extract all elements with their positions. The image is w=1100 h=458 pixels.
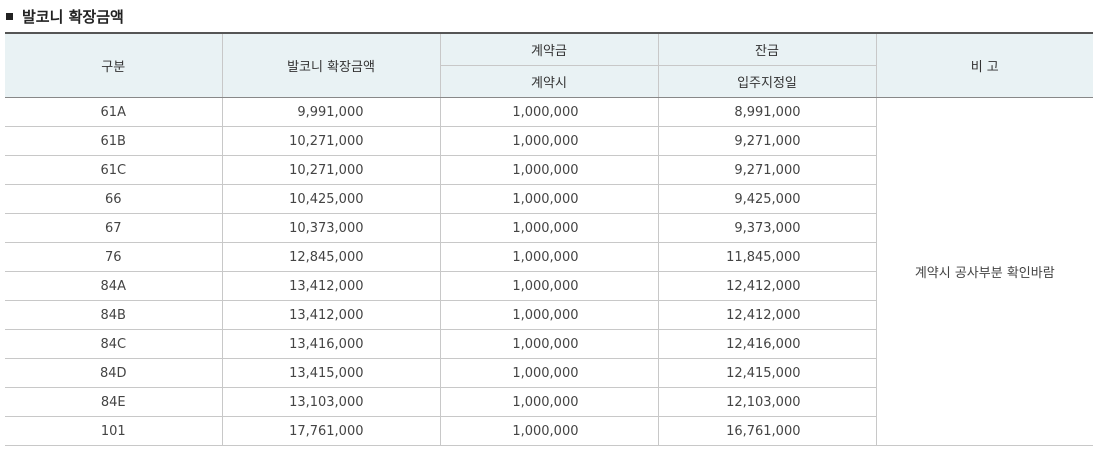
cell-amount: 17,761,000 bbox=[221, 416, 441, 446]
cell-balance: 12,412,000 bbox=[657, 300, 876, 330]
cell-balance: 11,845,000 bbox=[657, 242, 876, 272]
header-type: 구분 bbox=[5, 33, 223, 98]
cell-deposit: 1,000,000 bbox=[439, 184, 659, 214]
cell-amount: 13,103,000 bbox=[221, 387, 441, 417]
cell-balance: 9,271,000 bbox=[657, 126, 876, 156]
cell-deposit: 1,000,000 bbox=[439, 97, 659, 127]
cell-amount: 9,991,000 bbox=[221, 97, 441, 127]
balcony-price-table: 구분 발코니 확장금액 계약금 잔금 비 고 계약시 입주지정일 61A 9,9… bbox=[5, 32, 1093, 446]
cell-balance: 12,416,000 bbox=[657, 329, 876, 359]
cell-balance: 8,991,000 bbox=[657, 97, 877, 127]
table-row: 84E 13,103,000 1,000,000 12,103,000 bbox=[5, 387, 1093, 417]
cell-deposit: 1,000,000 bbox=[439, 126, 659, 156]
cell-type: 61C bbox=[5, 155, 223, 185]
cell-balance: 9,373,000 bbox=[657, 213, 876, 243]
cell-type: 84E bbox=[5, 387, 223, 417]
cell-deposit: 1,000,000 bbox=[439, 155, 659, 185]
cell-type: 67 bbox=[5, 213, 223, 243]
header-deposit-group: 계약금 bbox=[439, 33, 659, 66]
table-row: 84C 13,416,000 1,000,000 12,416,000 bbox=[5, 329, 1093, 359]
cell-amount: 10,271,000 bbox=[221, 126, 441, 156]
cell-type: 61A bbox=[5, 97, 223, 127]
cell-type: 84A bbox=[5, 271, 223, 301]
square-bullet-icon bbox=[6, 12, 13, 20]
header-balance-sub: 입주지정일 bbox=[657, 65, 876, 98]
cell-amount: 10,425,000 bbox=[221, 184, 441, 214]
cell-balance: 12,412,000 bbox=[657, 271, 876, 301]
cell-deposit: 1,000,000 bbox=[439, 329, 659, 359]
table-row: 61C 10,271,000 1,000,000 9,271,000 bbox=[5, 155, 1093, 185]
cell-deposit: 1,000,000 bbox=[439, 416, 659, 446]
table-row: 66 10,425,000 1,000,000 9,425,000 bbox=[5, 184, 1093, 214]
cell-type: 66 bbox=[5, 184, 223, 214]
header-note: 비 고 bbox=[875, 33, 1093, 98]
cell-deposit: 1,000,000 bbox=[439, 387, 659, 417]
cell-deposit: 1,000,000 bbox=[439, 242, 659, 272]
header-balance-group: 잔금 bbox=[657, 33, 877, 66]
cell-deposit: 1,000,000 bbox=[439, 358, 659, 388]
cell-balance: 16,761,000 bbox=[657, 416, 876, 446]
cell-amount: 13,412,000 bbox=[221, 300, 441, 330]
cell-deposit: 1,000,000 bbox=[439, 271, 659, 301]
section-title: 발코니 확장금액 bbox=[6, 4, 124, 28]
table-row: 76 12,845,000 1,000,000 11,845,000 bbox=[5, 242, 1093, 272]
cell-balance: 9,271,000 bbox=[657, 155, 876, 185]
cell-note: 계약시 공사부분 확인바람 bbox=[875, 97, 1093, 446]
cell-amount: 10,271,000 bbox=[221, 155, 441, 185]
cell-type: 101 bbox=[5, 416, 223, 446]
cell-amount: 13,412,000 bbox=[221, 271, 441, 301]
cell-balance: 12,415,000 bbox=[657, 358, 876, 388]
cell-type: 76 bbox=[5, 242, 223, 272]
cell-type: 84B bbox=[5, 300, 223, 330]
table-row: 61A 9,991,000 1,000,000 8,991,000 계약시 공사… bbox=[5, 97, 1093, 446]
table-row: 101 17,761,000 1,000,000 16,761,000 bbox=[5, 416, 1093, 446]
header-deposit-sub: 계약시 bbox=[440, 65, 659, 98]
cell-balance: 9,425,000 bbox=[657, 184, 876, 214]
cell-amount: 13,416,000 bbox=[221, 329, 441, 359]
cell-amount: 10,373,000 bbox=[221, 213, 441, 243]
header-amount: 발코니 확장금액 bbox=[221, 33, 441, 98]
cell-amount: 13,415,000 bbox=[221, 358, 441, 388]
section-title-text: 발코니 확장금액 bbox=[22, 7, 124, 26]
cell-type: 61B bbox=[5, 126, 223, 156]
cell-deposit: 1,000,000 bbox=[439, 300, 659, 330]
cell-amount: 12,845,000 bbox=[221, 242, 441, 272]
cell-type: 84D bbox=[5, 358, 223, 388]
cell-balance: 12,103,000 bbox=[657, 387, 876, 417]
cell-type: 84C bbox=[5, 329, 223, 359]
table-row: 67 10,373,000 1,000,000 9,373,000 bbox=[5, 213, 1093, 243]
cell-deposit: 1,000,000 bbox=[439, 213, 659, 243]
